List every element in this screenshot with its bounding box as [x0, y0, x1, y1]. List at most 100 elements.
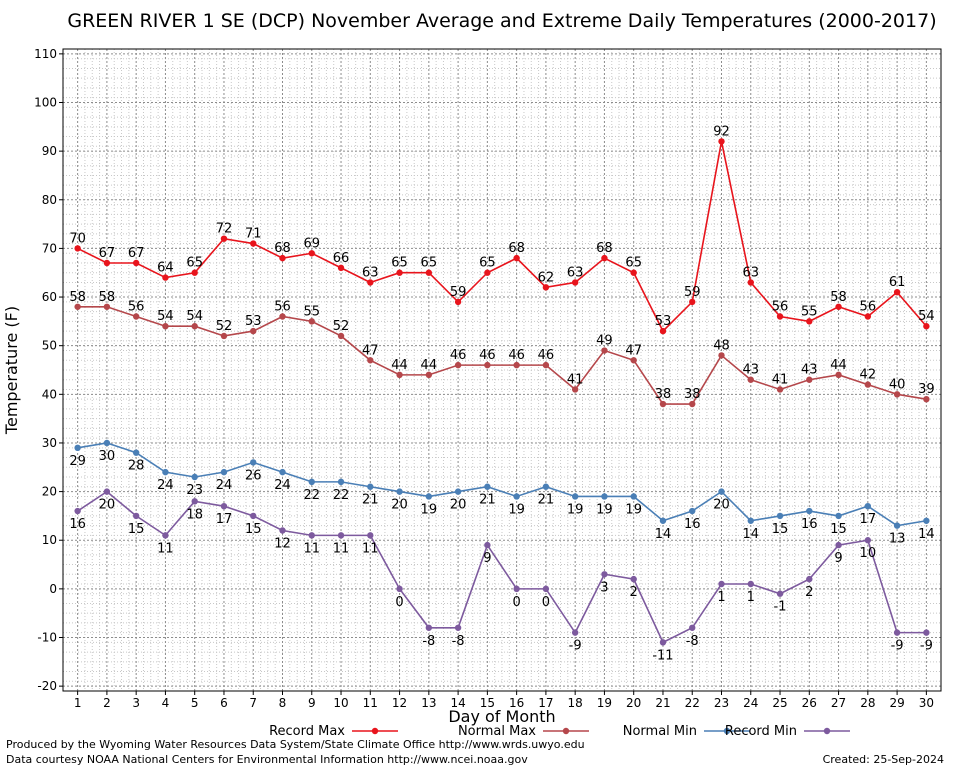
data-label: 0 — [542, 595, 550, 610]
data-label: 38 — [684, 387, 701, 402]
data-label: 2 — [630, 585, 638, 600]
data-point — [864, 502, 872, 510]
data-point — [806, 575, 813, 583]
data-point — [923, 629, 930, 636]
data-label: 20 — [99, 498, 116, 513]
x-tick-label: 4 — [162, 696, 170, 710]
data-point — [425, 624, 433, 631]
data-label: 13 — [889, 532, 906, 547]
data-label: 42 — [860, 368, 877, 383]
data-point — [396, 371, 403, 379]
x-tick-label: 11 — [363, 696, 378, 710]
data-label: 65 — [625, 256, 642, 271]
data-point — [308, 532, 315, 539]
data-label: 70 — [69, 231, 86, 246]
data-point — [250, 240, 257, 247]
data-point — [132, 449, 140, 456]
data-label: 44 — [391, 358, 408, 373]
data-label: 47 — [362, 343, 379, 358]
y-tick-label: 30 — [42, 436, 57, 450]
data-label: 16 — [801, 517, 818, 532]
data-point — [571, 629, 579, 636]
data-point — [220, 235, 228, 242]
data-label: 58 — [69, 290, 86, 305]
legend-label: Record Max — [269, 724, 345, 739]
data-label: 1 — [717, 590, 725, 605]
y-tick-label: 50 — [42, 339, 57, 353]
data-point — [279, 527, 286, 534]
y-tick-label: 40 — [42, 387, 57, 401]
data-point — [74, 245, 81, 252]
data-point — [601, 254, 608, 262]
data-point — [659, 400, 667, 408]
data-point — [893, 391, 901, 398]
data-label: 10 — [860, 546, 877, 561]
data-label: 63 — [362, 265, 379, 280]
data-point — [308, 478, 315, 486]
data-label: 15 — [128, 522, 145, 537]
series-line — [77, 490, 927, 644]
data-point — [279, 468, 286, 476]
data-label: 28 — [128, 459, 145, 474]
data-point — [630, 575, 637, 583]
data-point — [923, 395, 930, 403]
data-label: 22 — [303, 488, 320, 503]
data-point — [718, 352, 725, 359]
data-point — [425, 371, 433, 379]
data-label: 40 — [889, 377, 906, 392]
data-point — [659, 639, 667, 646]
data-point — [718, 488, 725, 495]
data-label: 56 — [128, 300, 145, 315]
data-label: -1 — [774, 600, 787, 615]
x-tick-label: 30 — [919, 696, 934, 710]
data-label: 55 — [303, 304, 320, 319]
data-point — [893, 522, 901, 529]
data-point — [659, 327, 667, 335]
data-point — [864, 313, 872, 320]
data-label: 49 — [596, 334, 613, 349]
plot-frame — [62, 48, 942, 692]
data-point — [689, 507, 696, 515]
data-point — [367, 357, 374, 364]
x-tick-label: 14 — [450, 696, 465, 710]
data-point — [220, 502, 228, 510]
data-label: 68 — [508, 241, 525, 256]
data-point — [513, 254, 520, 262]
data-label: 24 — [274, 478, 291, 493]
data-point — [454, 361, 462, 369]
data-point — [806, 318, 813, 325]
data-label: 65 — [421, 256, 438, 271]
data-label: 14 — [655, 527, 672, 542]
x-tick-label: 26 — [802, 696, 817, 710]
data-point — [337, 264, 345, 272]
data-point — [542, 585, 550, 593]
data-point — [220, 332, 228, 340]
data-label: 71 — [245, 227, 262, 242]
data-label: 0 — [512, 595, 520, 610]
data-label: 69 — [303, 236, 320, 251]
data-point — [864, 381, 872, 388]
x-tick-label: 12 — [392, 696, 407, 710]
data-label: 64 — [157, 261, 174, 276]
data-point — [835, 371, 842, 379]
data-label: 20 — [450, 498, 467, 513]
y-tick-label: 0 — [49, 582, 57, 596]
data-label: 16 — [69, 517, 86, 532]
data-point — [220, 468, 228, 476]
series-line — [77, 141, 927, 333]
data-point — [923, 517, 930, 524]
data-label: 66 — [333, 251, 350, 266]
data-label: 46 — [538, 348, 555, 363]
data-point — [250, 327, 257, 335]
legend-item-record-max: Record Max — [269, 724, 398, 739]
data-point — [132, 259, 140, 267]
x-tick-label: 28 — [860, 696, 875, 710]
data-label: 39 — [918, 382, 935, 397]
data-point — [74, 444, 81, 452]
data-point — [659, 517, 667, 524]
data-point — [835, 512, 842, 520]
data-point — [571, 386, 579, 393]
legend-item-record-min: Record Min — [725, 724, 850, 739]
data-label: -9 — [891, 639, 904, 654]
data-label: 18 — [186, 507, 203, 522]
